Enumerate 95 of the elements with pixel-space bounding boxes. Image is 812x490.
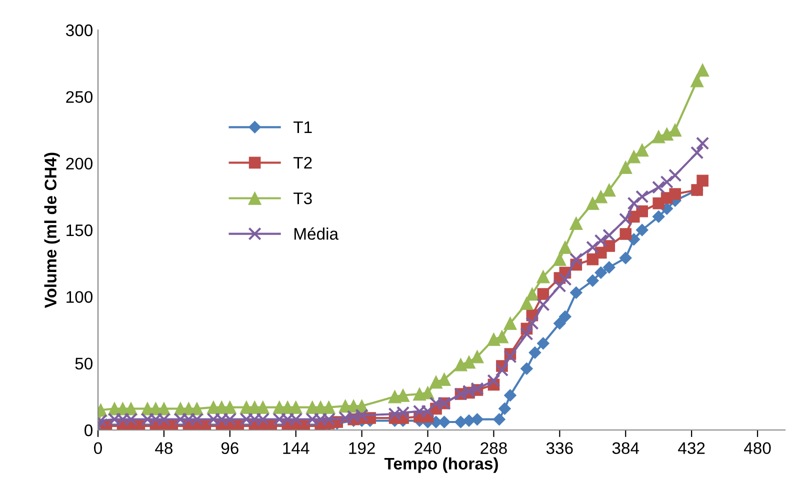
point [652, 210, 665, 223]
point [553, 317, 566, 330]
point [619, 212, 632, 226]
x-tick-label: 96 [221, 442, 238, 454]
point [504, 350, 517, 364]
x-tick-label: 384 [612, 442, 640, 454]
legend-label: T2 [294, 156, 312, 169]
point [558, 310, 572, 323]
point [690, 146, 704, 160]
point [438, 372, 451, 386]
x-tick-label: 0 [94, 442, 102, 454]
point [594, 190, 608, 204]
point [636, 224, 648, 236]
point [526, 316, 539, 330]
x-tick-label: 144 [283, 442, 310, 454]
point [462, 355, 476, 369]
x-tick-label: 480 [744, 442, 771, 454]
point [322, 400, 336, 414]
point [696, 174, 708, 187]
point [627, 196, 640, 210]
point [570, 286, 582, 299]
y-tick-label: 50 [75, 358, 92, 370]
point [454, 358, 468, 372]
point [558, 240, 572, 254]
legend-label: T1 [294, 122, 312, 134]
point [498, 402, 511, 415]
point [619, 160, 632, 174]
point [696, 63, 710, 77]
legend-label: T3 [294, 192, 312, 204]
point [289, 400, 302, 414]
point [636, 205, 648, 218]
point [627, 150, 640, 164]
point [504, 389, 516, 402]
point [660, 127, 674, 141]
y-tick-label: 0 [84, 424, 92, 436]
point [594, 234, 608, 248]
point [636, 190, 649, 204]
point [487, 374, 500, 388]
point [652, 180, 666, 194]
point [660, 175, 674, 189]
point [520, 362, 533, 375]
point [603, 240, 616, 252]
point [454, 416, 467, 428]
y-tick-label: 200 [66, 158, 92, 170]
point [636, 143, 649, 157]
point [619, 252, 632, 264]
legend-label: Média [294, 227, 339, 240]
x-tick-label: 336 [546, 442, 573, 454]
point [586, 240, 600, 254]
point [668, 123, 682, 137]
point [620, 228, 632, 240]
x-tick-label: 432 [678, 442, 705, 454]
point [470, 350, 484, 364]
x-tick-label: 192 [349, 442, 375, 454]
x-axis-title: Tempo (horas) [384, 457, 498, 473]
y-tick-label: 250 [66, 91, 92, 103]
point [570, 252, 583, 266]
y-tick-label: 100 [66, 291, 92, 303]
y-axis-title: Volume (ml de CH4) [44, 152, 60, 308]
point [537, 288, 550, 300]
point [526, 287, 539, 301]
point [696, 136, 710, 150]
point [553, 279, 566, 293]
point [536, 337, 550, 350]
point [586, 196, 600, 210]
point [536, 298, 550, 312]
point [520, 327, 534, 341]
point [558, 272, 572, 286]
point [690, 74, 704, 88]
point [429, 375, 443, 389]
y-tick-label: 150 [66, 224, 92, 236]
point [668, 168, 682, 182]
point [602, 228, 616, 242]
point [602, 261, 616, 274]
point [492, 413, 506, 426]
point [536, 270, 550, 284]
point [256, 400, 270, 414]
x-tick-label: 240 [414, 442, 442, 454]
point [528, 346, 542, 359]
point [553, 252, 566, 266]
point [570, 216, 583, 230]
point [421, 386, 434, 400]
point [223, 400, 237, 414]
point [520, 296, 534, 310]
y-tick-label: 300 [66, 24, 92, 36]
point [594, 266, 608, 279]
x-tick-label: 48 [155, 442, 172, 454]
point [652, 130, 666, 144]
x-tick-label: 288 [480, 442, 507, 454]
point [495, 330, 509, 344]
point [602, 183, 616, 197]
point [669, 188, 681, 200]
point [586, 274, 599, 287]
point [504, 316, 517, 330]
point [495, 363, 509, 377]
